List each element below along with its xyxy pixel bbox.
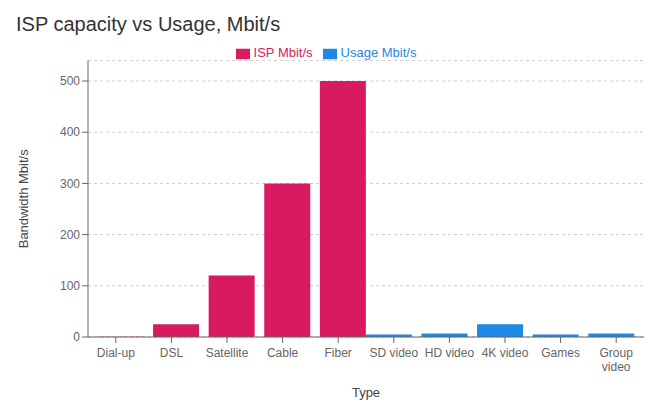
html-text:Usage Mbit/s: Usage Mbit/s <box>340 45 417 60</box>
svg-text:Type: Type <box>352 385 380 400</box>
svg-text:DSL: DSL <box>160 346 184 360</box>
svg-text:Groupvideo: Groupvideo <box>600 346 634 374</box>
svg-text:0: 0 <box>73 330 80 344</box>
svg-text:SD video: SD video <box>369 346 418 360</box>
svg-text:100: 100 <box>60 279 80 293</box>
svg-text:Fiber: Fiber <box>325 346 352 360</box>
svg-text:4K video: 4K video <box>482 346 529 360</box>
svg-text:400: 400 <box>60 125 80 139</box>
svg-text:Games: Games <box>541 346 580 360</box>
svg-text:500: 500 <box>60 74 80 88</box>
svg-text:Cable: Cable <box>267 346 299 360</box>
svg-text:HD video: HD video <box>425 346 475 360</box>
svg-text:Bandwidth Mbit/s: Bandwidth Mbit/s <box>16 149 31 248</box>
svg-text:300: 300 <box>60 177 80 191</box>
svg-text:Dial-up: Dial-up <box>97 346 135 360</box>
svg-text:Satellite: Satellite <box>206 346 249 360</box>
html-text:ISP capacity vs Usage, Mbit/s: ISP capacity vs Usage, Mbit/s <box>16 13 281 35</box>
svg-text:200: 200 <box>60 228 80 242</box>
html-text:ISP Mbit/s: ISP Mbit/s <box>253 45 313 60</box>
